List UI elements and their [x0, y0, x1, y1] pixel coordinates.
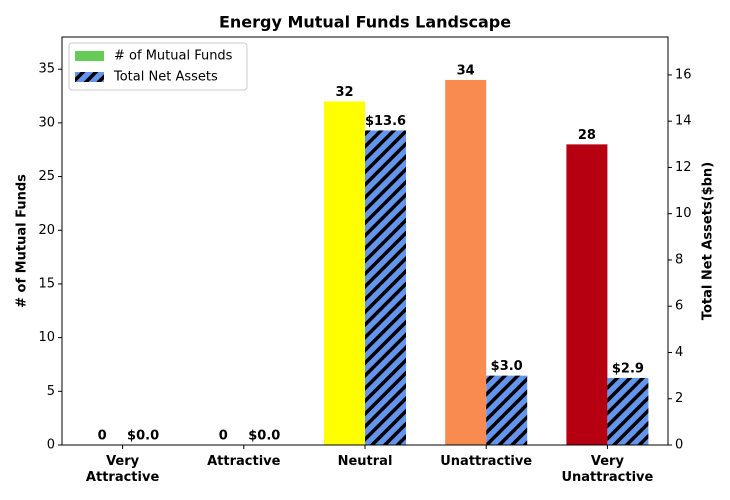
chart-title: Energy Mutual Funds Landscape	[219, 13, 511, 32]
bar	[365, 130, 406, 445]
y2-tick-label: 8	[675, 252, 683, 267]
x-tick-label: Attractive	[207, 454, 281, 469]
x-tick-label: Very Attractive	[85, 454, 160, 485]
data-label: 0	[98, 429, 107, 444]
bar	[324, 101, 365, 445]
y2-tick-label: 4	[675, 345, 683, 360]
y-tick-label: 35	[38, 62, 55, 77]
y-tick-label: 20	[38, 223, 55, 238]
legend-label: Total Net Assets	[113, 70, 218, 85]
y2-tick-label: 12	[675, 160, 692, 175]
legend-swatch	[75, 72, 104, 82]
y-tick-label: 5	[47, 384, 55, 399]
bar	[445, 79, 487, 446]
data-label: $0.0	[248, 429, 280, 444]
y2-tick-label: 6	[675, 299, 683, 314]
data-label: $0.0	[127, 429, 159, 444]
bar	[607, 377, 649, 445]
y2-tick-label: 14	[675, 114, 692, 129]
y2-tick-label: 0	[675, 438, 683, 453]
y-tick-label: 0	[47, 438, 55, 453]
y-tick-label: 25	[38, 169, 55, 184]
legend-box	[68, 42, 248, 91]
y2-tick-label: 16	[675, 67, 692, 82]
y2-axis-label: Total Net Assets($bn)	[701, 162, 716, 320]
y-axis-label: # of Mutual Funds	[15, 174, 30, 308]
y2-tick-label: 10	[675, 206, 692, 221]
data-label: 28	[578, 128, 596, 143]
data-label: 32	[335, 85, 353, 100]
y-tick-label: 30	[38, 115, 55, 130]
data-label: $3.0	[491, 359, 523, 374]
data-label: 34	[457, 63, 475, 78]
data-label: $2.9	[612, 361, 644, 376]
data-label: 0	[219, 429, 228, 444]
bar	[566, 144, 608, 446]
y-tick-label: 10	[38, 330, 55, 345]
bar	[486, 375, 528, 445]
x-tick-label: Unattractive	[440, 454, 533, 469]
x-tick-label: Neutral	[337, 454, 393, 469]
data-label: $13.6	[365, 114, 406, 129]
x-tick-label: Very Unattractive	[561, 454, 654, 485]
legend-label: # of Mutual Funds	[114, 49, 233, 64]
y-tick-label: 15	[38, 276, 55, 291]
plot-frame	[61, 36, 669, 446]
legend-swatch	[75, 51, 104, 61]
y2-tick-label: 2	[675, 391, 683, 406]
